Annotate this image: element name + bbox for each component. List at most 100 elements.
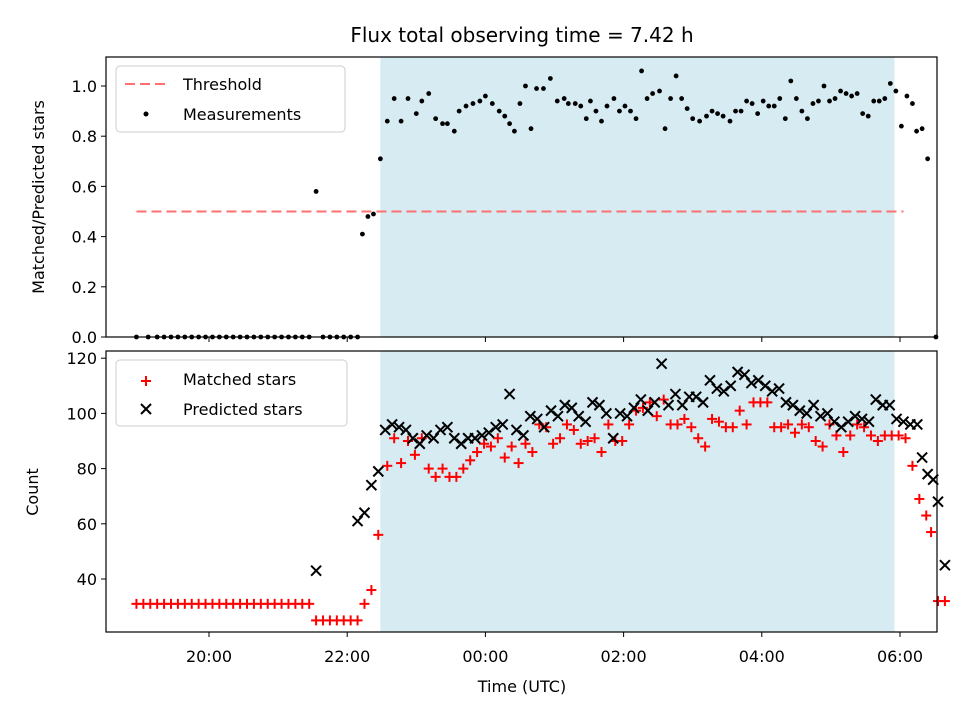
top-shaded-region xyxy=(380,57,895,337)
measurement-point xyxy=(588,98,593,104)
predicted-star-point xyxy=(496,418,509,431)
predicted-star-point xyxy=(372,465,385,478)
matched-star-point xyxy=(741,419,752,430)
matched-star-point xyxy=(389,433,400,444)
measurement-point xyxy=(547,76,553,81)
matched-star-point xyxy=(907,460,918,471)
measurement-point xyxy=(893,88,899,94)
predicted-star-point xyxy=(916,451,928,464)
measurement-point xyxy=(554,98,560,104)
predicted-star-point xyxy=(600,407,613,420)
matched-star-point xyxy=(810,436,821,446)
bottom-x-tick-label: 00:00 xyxy=(462,647,508,666)
matched-star-point xyxy=(437,463,448,474)
matched-star-point xyxy=(304,598,315,609)
measurement-point xyxy=(622,103,628,109)
predicted-star-point xyxy=(856,413,868,425)
matched-star-point xyxy=(796,419,807,430)
predicted-star-point xyxy=(552,410,564,422)
matched-star-point xyxy=(776,422,787,433)
matched-star-point xyxy=(382,460,393,471)
bottom-y-tick-label: 60 xyxy=(77,515,97,534)
chart-title: Flux total observing time = 7.42 h xyxy=(350,23,693,47)
measurement-point xyxy=(788,78,794,84)
measurement-point xyxy=(816,98,821,104)
top-y-tick-label: 0.2 xyxy=(72,278,97,297)
matched-star-point xyxy=(575,438,586,449)
matched-star-point xyxy=(939,596,950,607)
matched-star-point xyxy=(492,433,503,444)
measurement-point xyxy=(697,118,703,124)
bottom-x-tick-label: 02:00 xyxy=(601,647,647,666)
measurement-point xyxy=(882,96,888,101)
measurement-point xyxy=(914,128,919,134)
legend-threshold-label: Threshold xyxy=(182,75,262,94)
bottom-x-ticks: 20:00 22:00 00:00 02:00 04:00 06:00 xyxy=(186,632,923,666)
top-plot-frame xyxy=(105,56,938,338)
measurement-point xyxy=(398,118,404,124)
measurement-point xyxy=(887,81,893,86)
measurement-point xyxy=(456,108,462,114)
measurement-point xyxy=(782,116,788,122)
legend-predicted-swatch xyxy=(140,403,152,415)
measurement-point xyxy=(512,128,517,134)
matched-star-point xyxy=(499,452,510,463)
predicted-star-point xyxy=(890,413,903,425)
matched-star-point xyxy=(686,422,697,433)
predicted-star-point xyxy=(490,421,502,433)
predicted-star-point xyxy=(773,382,785,395)
matched-star-point xyxy=(366,585,377,596)
matched-star-point xyxy=(644,397,655,408)
bottom-matched-stars xyxy=(131,394,950,626)
matched-star-point xyxy=(838,447,849,458)
predicted-star-point xyxy=(655,358,668,370)
matched-star-point xyxy=(803,422,814,433)
measurement-point xyxy=(838,88,843,94)
bottom-x-tick-label: 06:00 xyxy=(877,647,923,666)
measurement-point xyxy=(502,113,508,119)
measurement-point xyxy=(910,101,915,106)
measurement-point xyxy=(405,96,411,101)
bottom-x-tick-label: 04:00 xyxy=(739,647,785,666)
x-axis-label: Time (UTC) xyxy=(477,677,566,696)
measurement-point xyxy=(690,116,696,122)
measurement-point xyxy=(860,111,866,117)
measurement-point xyxy=(593,108,599,114)
matched-star-point xyxy=(373,529,384,540)
predicted-star-point xyxy=(358,507,371,519)
measurement-point xyxy=(704,113,709,119)
predicted-star-point xyxy=(711,382,723,395)
measurement-point xyxy=(611,96,617,101)
measurement-point xyxy=(766,103,772,109)
predicted-star-point xyxy=(731,366,744,378)
measurement-point xyxy=(777,96,783,101)
matched-star-point xyxy=(679,413,690,424)
top-y-tick-label: 0.0 xyxy=(72,328,97,347)
predicted-star-point xyxy=(310,565,322,577)
measurement-point xyxy=(384,118,390,124)
measurement-point xyxy=(876,98,882,104)
predicted-star-point xyxy=(863,415,875,428)
matched-star-point xyxy=(520,438,531,449)
measurement-point xyxy=(925,156,931,162)
predicted-star-point xyxy=(517,429,530,442)
matched-star-point xyxy=(713,416,724,427)
measurement-point xyxy=(919,126,925,132)
predicted-star-point xyxy=(503,388,516,400)
matched-star-point xyxy=(396,458,407,469)
matched-star-point xyxy=(617,436,628,446)
measurement-point xyxy=(821,83,827,89)
measurement-point xyxy=(572,101,578,106)
measurement-point xyxy=(528,126,534,132)
predicted-star-point xyxy=(607,432,619,444)
matched-star-point xyxy=(589,433,600,444)
matched-star-point xyxy=(506,441,517,452)
measurement-point xyxy=(827,98,832,104)
matched-star-point xyxy=(658,394,669,405)
measurement-point xyxy=(534,86,539,91)
measurement-point xyxy=(639,68,644,74)
measurement-point xyxy=(440,121,445,127)
predicted-star-point xyxy=(669,388,682,400)
predicted-star-point xyxy=(579,415,592,428)
measurement-point xyxy=(738,108,744,114)
